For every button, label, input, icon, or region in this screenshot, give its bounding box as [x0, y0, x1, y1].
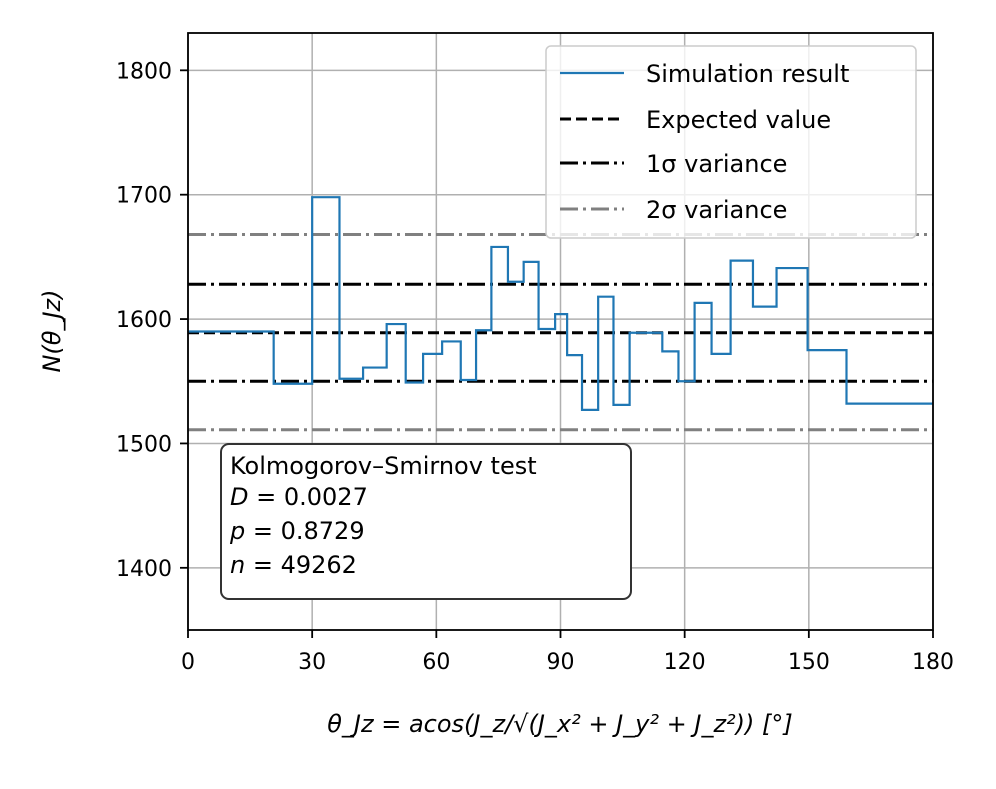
ks-title: Kolmogorov–Smirnov test: [230, 452, 537, 480]
x-tick-label: 150: [788, 650, 830, 675]
y-tick-label: 1700: [116, 184, 172, 209]
ks-box: [220, 443, 632, 600]
axis-ticks: 0 30 60 90 120 150 180 1400 1500 1600 1700 1800: [116, 59, 954, 675]
x-tick-label: 0: [181, 650, 195, 675]
ks-test-annotation: Kolmogorov–Smirnov test D = 0.0027 p = 0…: [220, 443, 632, 600]
x-tick-label: 30: [298, 650, 326, 675]
x-axis-label: θ_Jz = acos(J_z/√(J_x² + J_y² + J_z²)) […: [327, 710, 793, 738]
y-tick-label: 1800: [116, 59, 172, 84]
x-tick-label: 180: [912, 650, 954, 675]
y-tick-label: 1400: [116, 557, 172, 582]
ks-line-p: p = 0.8729: [229, 517, 365, 545]
legend-label-simulation: Simulation result: [646, 60, 849, 88]
x-tick-label: 90: [547, 650, 575, 675]
legend-label-expected: Expected value: [646, 106, 831, 134]
legend: Simulation result Expected value 1σ vari…: [545, 45, 917, 239]
y-axis-label: N(θ_Jz): [38, 289, 66, 372]
x-tick-label: 120: [664, 650, 706, 675]
y-tick-label: 1600: [116, 308, 172, 333]
legend-label-2sigma: 2σ variance: [646, 196, 787, 224]
simulation-result-line: [188, 196, 933, 411]
legend-label-1sigma: 1σ variance: [646, 150, 787, 178]
legend-box: [545, 45, 917, 239]
ks-line-n: n = 49262: [230, 551, 357, 579]
x-tick-label: 60: [422, 650, 450, 675]
ks-line-d: D = 0.0027: [230, 483, 368, 511]
y-tick-label: 1500: [116, 432, 172, 457]
